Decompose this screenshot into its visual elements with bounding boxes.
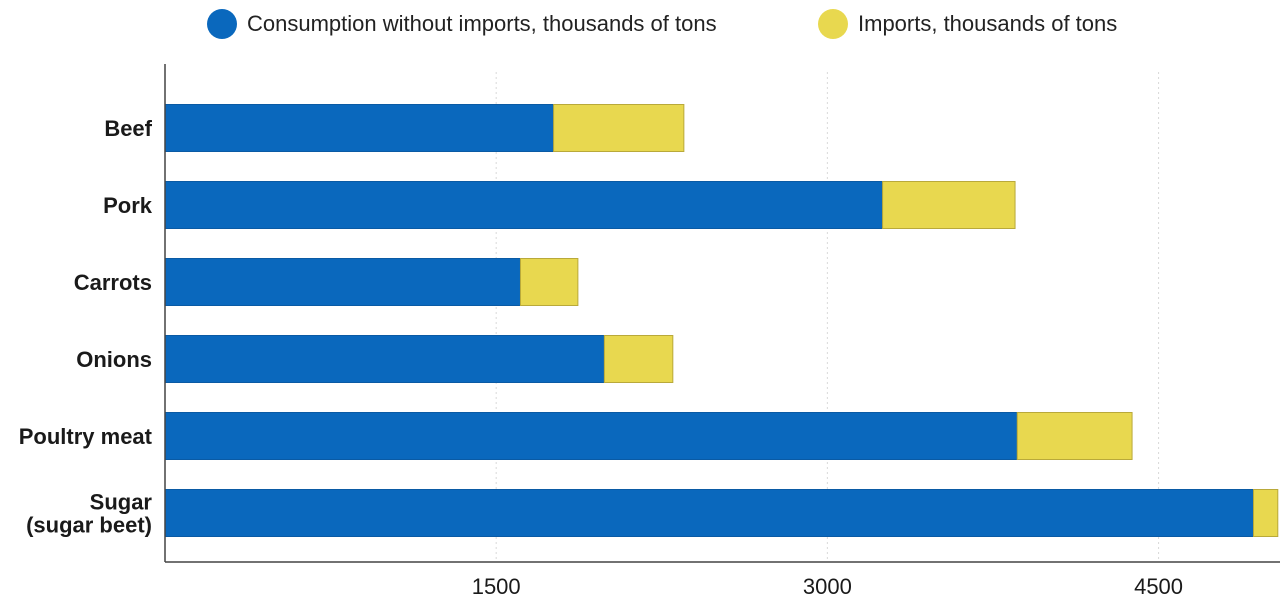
- bar-imports-2: [519, 258, 579, 306]
- bar-imports-5: [1253, 489, 1279, 537]
- legend-swatch-consumption: [207, 9, 237, 39]
- bar-consumption-1: [164, 181, 884, 229]
- axes: [164, 64, 1280, 563]
- category-label: Pork: [103, 193, 153, 218]
- legend-label-imports: Imports, thousands of tons: [858, 11, 1118, 36]
- category-label: (sugar beet): [26, 513, 152, 538]
- bar-imports-0: [553, 104, 685, 152]
- category-label: Beef: [104, 116, 152, 141]
- labels: Beef Pork Carrots Onions Poultry meat Sugar(s…: [19, 116, 1183, 599]
- legend-label-consumption: Consumption without imports, thousands o…: [247, 11, 717, 36]
- bar-consumption-4: [164, 412, 1018, 460]
- gridlines: [495, 72, 1160, 562]
- bar-imports-1: [882, 181, 1016, 229]
- bar-consumption-5: [164, 489, 1255, 537]
- x-tick-label: 4500: [1134, 574, 1183, 599]
- bars: [164, 104, 1279, 537]
- category-label: Sugar: [90, 490, 153, 515]
- bar-imports-4: [1016, 412, 1133, 460]
- legend-swatch-imports: [818, 9, 848, 39]
- category-label: Carrots: [74, 270, 152, 295]
- bar-consumption-2: [164, 258, 521, 306]
- category-label: Poultry meat: [19, 424, 153, 449]
- x-tick-label: 3000: [803, 574, 852, 599]
- x-tick-label: 1500: [472, 574, 521, 599]
- legend-item-consumption: Consumption without imports, thousands o…: [207, 6, 717, 42]
- bar-consumption-3: [164, 335, 605, 383]
- category-label: Onions: [76, 347, 152, 372]
- legend-item-imports: Imports, thousands of tons: [818, 6, 1117, 42]
- bar-imports-3: [603, 335, 674, 383]
- bar-consumption-0: [164, 104, 555, 152]
- chart-legend: Consumption without imports, thousands o…: [0, 6, 1285, 42]
